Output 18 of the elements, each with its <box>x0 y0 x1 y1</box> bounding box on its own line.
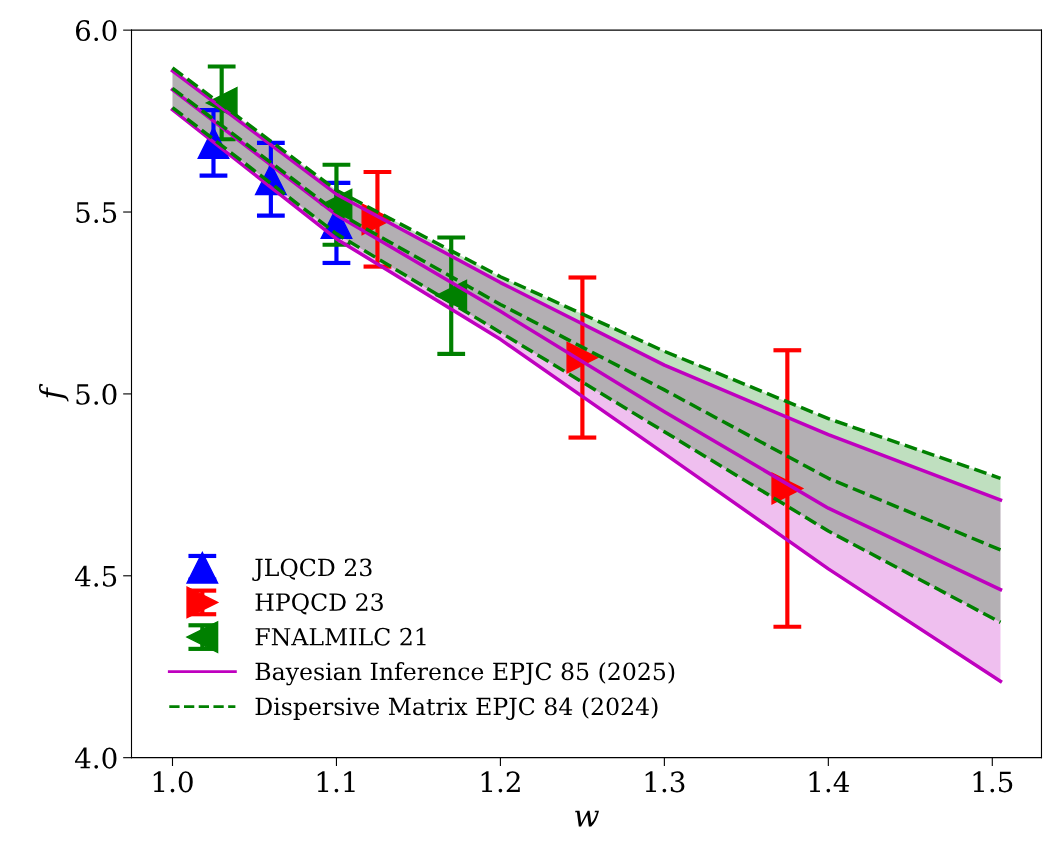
x-axis-title: w <box>575 810 599 827</box>
legend-label: JLQCD 23 <box>252 558 372 581</box>
y-tick-label: 5.5 <box>76 202 117 223</box>
y-tick-label: 4.0 <box>74 747 117 769</box>
legend-label: HPQCD 23 <box>255 593 383 615</box>
x-tick-label: 1.0 <box>153 771 193 793</box>
x-tick-label: 1.1 <box>317 771 355 793</box>
legend-label: Bayesian Inference EPJC 85 (2025) <box>255 662 675 686</box>
x-tick-label: 1.5 <box>973 771 1013 793</box>
legend-label: FNALMILC 21 <box>255 627 426 646</box>
y-axis-title: f <box>39 383 69 402</box>
y-tick-label: 5.0 <box>76 383 117 405</box>
legend-label: Dispersive Matrix EPJC 84 (2024) <box>255 697 658 720</box>
x-tick-label: 1.2 <box>481 771 520 793</box>
y-tick-label: 4.5 <box>74 565 117 587</box>
y-tick-label: 6.0 <box>75 20 117 42</box>
x-tick-label: 1.3 <box>645 771 685 793</box>
x-tick-label: 1.4 <box>809 771 850 793</box>
